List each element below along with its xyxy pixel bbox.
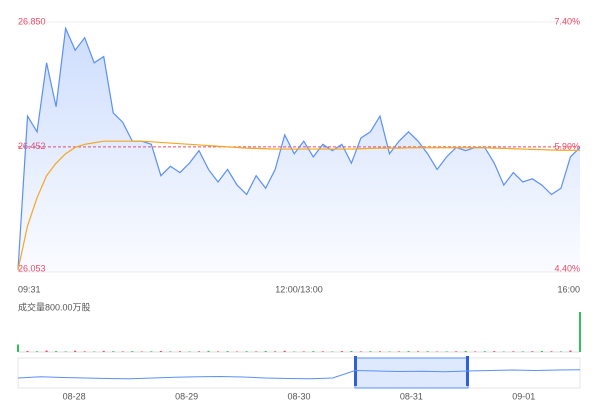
volume-bar — [388, 351, 391, 352]
navigator-date-label: 08-28 — [63, 391, 86, 401]
volume-bar — [436, 351, 439, 352]
volume-bar — [264, 351, 267, 352]
volume-bar — [417, 351, 420, 352]
volume-bar — [140, 351, 143, 352]
volume-bar — [159, 351, 162, 352]
volume-bar — [369, 351, 372, 352]
volume-bar — [178, 351, 181, 352]
navigator-window[interactable] — [354, 357, 469, 389]
volume-bar — [150, 351, 153, 352]
navigator-frame — [17, 357, 581, 389]
navigator-date-label: 08-30 — [287, 391, 310, 401]
volume-bar — [426, 351, 429, 352]
volume-bar — [255, 351, 258, 352]
volume-bar — [579, 312, 581, 352]
navigator-date-label: 08-29 — [175, 391, 198, 401]
series-line — [17, 26, 581, 270]
volume-bar — [17, 344, 19, 352]
x-tick-label: 09:31 — [18, 284, 41, 294]
volume-bar — [26, 351, 29, 352]
volume-bar — [550, 351, 553, 352]
volume-bar — [74, 350, 77, 352]
volume-bar — [464, 351, 467, 352]
volume-bar — [102, 350, 105, 352]
volume-bar — [398, 351, 401, 352]
volume-bar — [169, 351, 172, 352]
volume-bar — [512, 351, 515, 352]
navigator-line — [17, 369, 581, 380]
volume-title: 成交量800.00万股 — [18, 301, 91, 312]
volume-bar — [55, 351, 58, 352]
volume-bar — [302, 351, 305, 352]
volume-bar — [521, 351, 524, 352]
volume-bar — [93, 351, 96, 352]
volume-bar — [474, 351, 477, 352]
volume-bar — [483, 351, 486, 352]
volume-bar — [83, 351, 86, 352]
volume-bar — [321, 351, 324, 352]
volume-bar — [569, 350, 572, 352]
volume-bar — [217, 351, 220, 352]
volume-bar — [340, 351, 343, 352]
volume-bar — [112, 351, 115, 352]
volume-bar — [197, 351, 200, 352]
volume-bar — [359, 351, 362, 352]
volume-bar — [207, 350, 210, 352]
volume-bar — [121, 351, 124, 352]
volume-bar — [236, 351, 239, 352]
y2-tick-label: 7.40% — [554, 16, 580, 26]
volume-bar — [445, 351, 448, 352]
volume-bar — [45, 350, 48, 352]
volume-bar — [455, 351, 458, 352]
navigator-date-label: 09-01 — [512, 391, 535, 401]
volume-bar — [407, 351, 410, 352]
volume-bar — [245, 351, 248, 352]
volume-bar — [274, 351, 277, 352]
volume-bar — [312, 351, 315, 352]
volume-bar — [331, 351, 334, 352]
volume-bar — [493, 351, 496, 352]
volume-bar — [559, 351, 562, 352]
x-tick-label: 16:00 — [557, 284, 580, 294]
series-line — [17, 140, 580, 270]
volume-bar — [378, 351, 381, 352]
volume-bar — [540, 351, 543, 352]
volume-bar — [226, 351, 229, 352]
volume-bar — [502, 351, 505, 352]
volume-bar — [131, 351, 134, 352]
navigator-date-label: 08-31 — [400, 391, 423, 401]
volume-bar — [36, 351, 39, 352]
volume-bar — [293, 351, 296, 352]
volume-bar — [188, 351, 191, 352]
y2-tick-label: 5.90% — [554, 141, 580, 151]
y-tick-label: 26.850 — [18, 16, 46, 26]
volume-bar — [531, 351, 534, 352]
volume-bar — [350, 351, 353, 352]
volume-bar — [283, 350, 286, 352]
volume-bar — [64, 351, 67, 352]
x-tick-label: 12:00/13:00 — [275, 284, 323, 294]
price-area — [18, 28, 580, 272]
